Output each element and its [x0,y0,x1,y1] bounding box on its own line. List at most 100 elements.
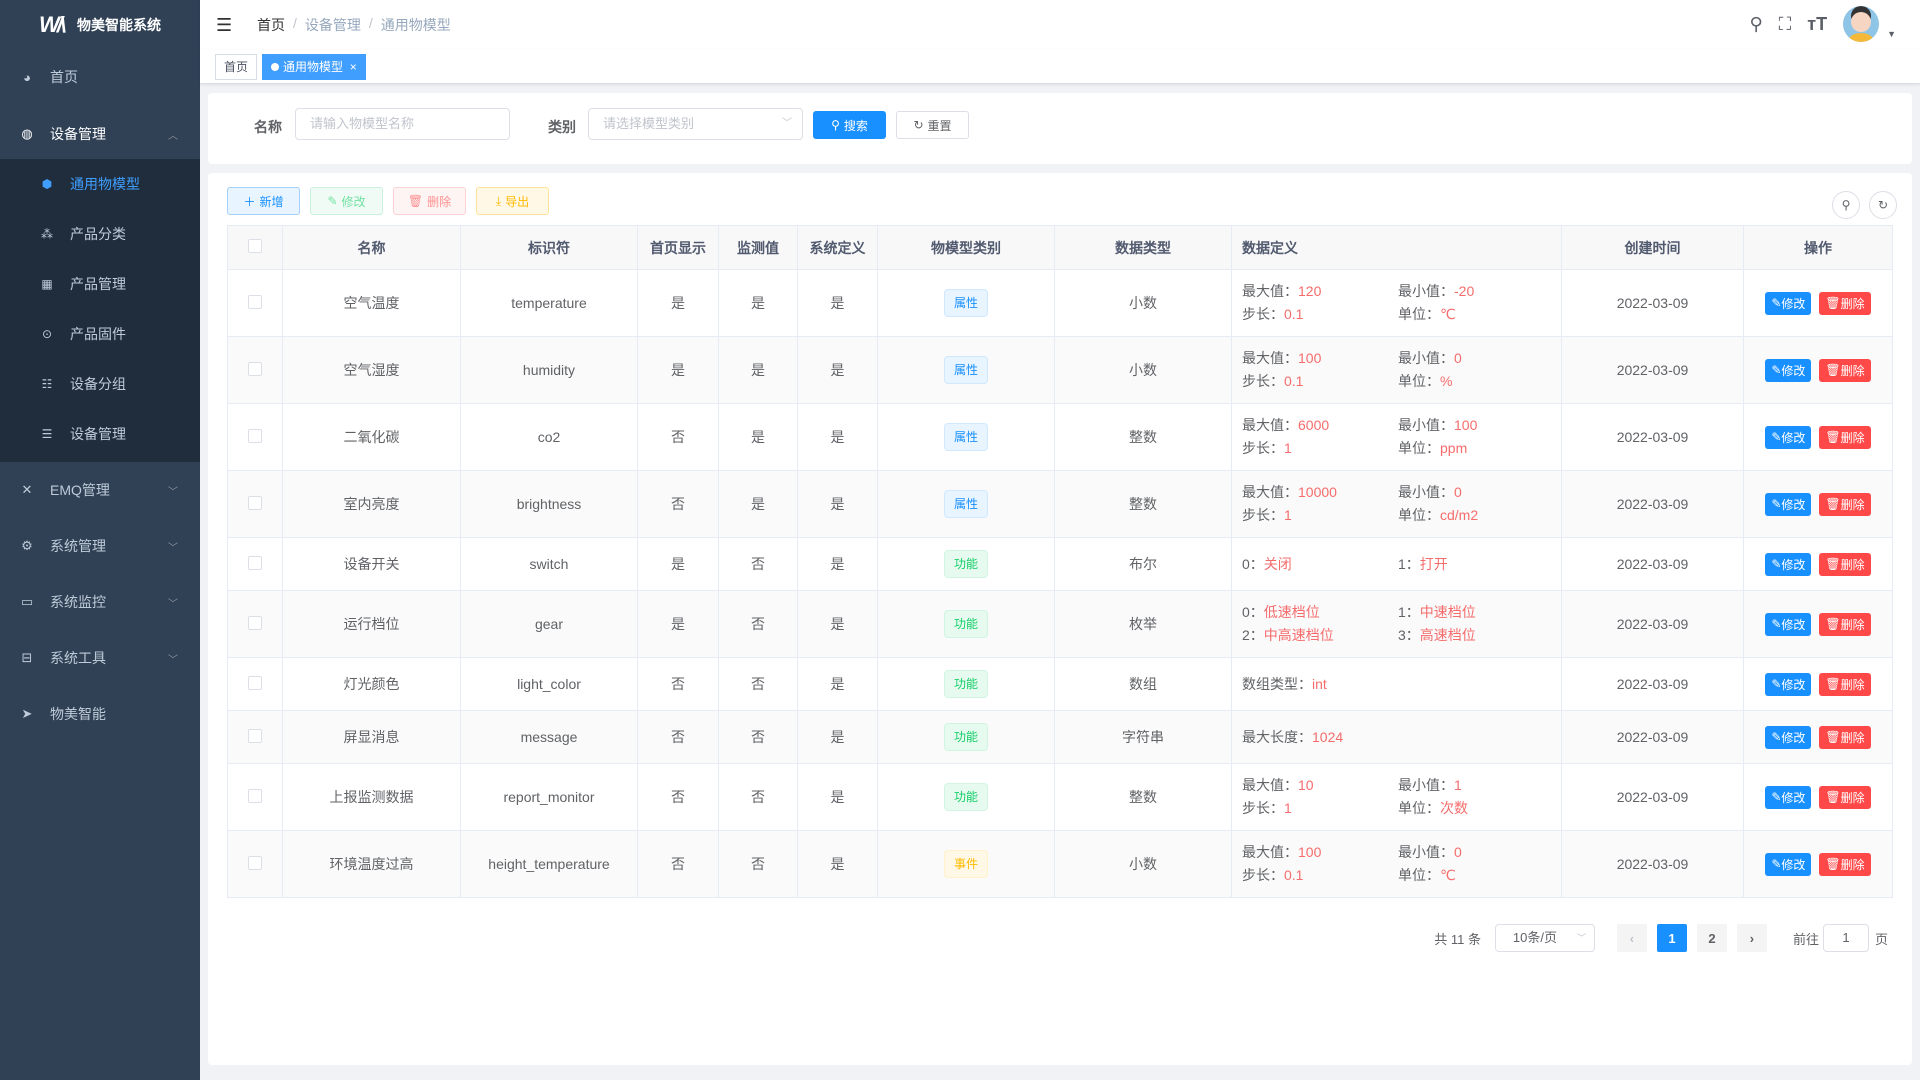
row-delete-button[interactable]: 🗑 删除 [1819,492,1871,516]
search-button[interactable]: ⚲ 搜索 [813,111,886,139]
sidebar-item-device-list[interactable]: ☰ 设备管理 [0,409,200,459]
row-edit-button[interactable]: ✎ 修改 [1765,492,1812,516]
app-logo[interactable]: W/\ 物美智能系统 [0,0,200,50]
sidebar-item-system-management[interactable]: ⚙ 系统管理 ﹀ [0,518,200,574]
row-edit-button[interactable]: ✎ 修改 [1765,672,1812,696]
row-checkbox[interactable] [248,728,262,743]
page-2[interactable]: 2 [1696,924,1727,952]
avatar[interactable] [1843,6,1880,42]
cell-actions: ✎ 修改 🗑 删除 [1743,269,1893,337]
cell-system: 是 [797,470,878,538]
row-edit-button[interactable]: ✎ 修改 [1765,552,1812,576]
definition-item: 最大值：10000 [1242,483,1398,502]
row-checkbox[interactable] [248,615,262,630]
row-delete-button[interactable]: 🗑 删除 [1819,852,1871,876]
definition-key: 最大值： [1242,777,1298,793]
chevron-down-icon: ﹀ [168,654,178,666]
cell-model-type: 属性 [877,403,1055,471]
definition-key: 单位： [1398,306,1440,322]
sidebar-item-system-tools[interactable]: ⊟ 系统工具 ﹀ [0,630,200,686]
name-input[interactable]: 请输入物模型名称 [295,108,510,140]
row-delete-button[interactable]: 🗑 删除 [1819,672,1871,696]
select-all-cell [227,225,283,270]
row-checkbox[interactable] [248,294,262,309]
breadcrumb-home[interactable]: 首页 [257,17,285,33]
cell-actions: ✎ 修改 🗑 删除 [1743,830,1893,898]
row-edit-button[interactable]: ✎ 修改 [1765,425,1812,449]
sidebar-item-emq[interactable]: ✕ EMQ管理 ﹀ [0,462,200,518]
sidebar-item-home[interactable]: ◕ 首页 [0,49,200,105]
definition-value: ℃ [1440,867,1456,883]
tag-home[interactable]: 首页 [215,54,258,80]
header-name: 名称 [282,225,461,270]
font-size-icon[interactable]: ᴛT [1807,13,1828,34]
cell-model-type: 属性 [877,470,1055,538]
server-icon: ☰ [41,427,53,441]
goto-suffix: 页 [1874,931,1888,947]
page-1[interactable]: 1 [1656,924,1687,952]
row-delete-button[interactable]: 🗑 删除 [1819,358,1871,382]
hamburger-icon[interactable]: ☰ [216,14,233,35]
cell-system: 是 [797,403,878,471]
definition-value: 0.1 [1284,306,1304,322]
edit-button[interactable]: ✎ 修改 [310,187,383,215]
row-edit-button[interactable]: ✎ 修改 [1765,358,1812,382]
prev-page-button[interactable]: ‹ [1616,924,1647,952]
caret-down-icon[interactable]: ▼ [1887,29,1896,39]
next-page-button[interactable]: › [1736,924,1767,952]
row-checkbox[interactable] [248,788,262,803]
row-delete-button[interactable]: 🗑 删除 [1819,425,1871,449]
sidebar-item-device-management[interactable]: ◍ 设备管理 ︿ [0,106,200,162]
page-size-select[interactable]: 10条/页 ﹀ [1494,924,1595,952]
chevron-left-icon: ‹ [1629,930,1635,946]
sidebar-item-label: 产品管理 [70,276,126,292]
row-delete-button[interactable]: 🗑 删除 [1819,785,1871,809]
row-delete-button[interactable]: 🗑 删除 [1819,725,1871,749]
select-cell [227,830,283,898]
sidebar-item-product-category[interactable]: ⁂ 产品分类 [0,209,200,259]
export-button[interactable]: ⤓ 导出 [476,187,549,215]
row-delete-button[interactable]: 🗑 删除 [1819,291,1871,315]
sidebar-item-thing-model[interactable]: ⬢ 通用物模型 [0,159,200,209]
row-checkbox[interactable] [248,675,262,690]
sidebar-item-product-firmware[interactable]: ⊙ 产品固件 [0,309,200,359]
goto-page-input[interactable]: 1 [1822,924,1869,952]
fullscreen-icon[interactable]: ⛶ [1778,13,1792,34]
sidebar-item-system-monitor[interactable]: ▭ 系统监控 ﹀ [0,574,200,630]
search-icon[interactable]: ⚲ [1749,13,1763,34]
sidebar-item-label: 产品分类 [70,226,126,242]
row-edit-button[interactable]: ✎ 修改 [1765,852,1812,876]
delete-button[interactable]: 🗑 删除 [393,187,466,215]
definition-key: 最大值： [1242,844,1298,860]
cell-model-type: 属性 [877,269,1055,337]
row-checkbox[interactable] [248,855,262,870]
row-checkbox[interactable] [248,428,262,443]
cell-system: 是 [797,537,878,591]
refresh-button[interactable]: ↻ [1869,191,1897,219]
row-checkbox[interactable] [248,361,262,376]
sidebar-item-device-group[interactable]: ☷ 设备分组 [0,359,200,409]
sidebar-item-product-management[interactable]: ▦ 产品管理 [0,259,200,309]
toggle-search-button[interactable]: ⚲ [1832,191,1860,219]
row-delete-button[interactable]: 🗑 删除 [1819,552,1871,576]
tag-thing-model[interactable]: 通用物模型 × [262,54,366,80]
row-edit-button[interactable]: ✎ 修改 [1765,612,1812,636]
row-edit-button[interactable]: ✎ 修改 [1765,291,1812,315]
reset-button[interactable]: ↻ 重置 [896,111,969,139]
row-edit-button[interactable]: ✎ 修改 [1765,725,1812,749]
definition-item: 最大值：100 [1242,843,1398,862]
row-delete-button[interactable]: 🗑 删除 [1819,612,1871,636]
select-all-checkbox[interactable] [248,239,262,253]
edit-icon: ✎ [1771,730,1782,744]
type-select[interactable]: 请选择模型类别 ﹀ [588,108,803,140]
sidebar-item-wumei[interactable]: ➤ 物美智能 [0,686,200,742]
close-icon[interactable]: × [349,60,357,74]
edit-icon: ✎ [1771,617,1782,631]
row-edit-button[interactable]: ✎ 修改 [1765,785,1812,809]
button-label: 修改 [1781,497,1806,512]
add-button[interactable]: ＋新增 [227,187,300,215]
row-checkbox[interactable] [248,495,262,510]
row-checkbox[interactable] [248,555,262,570]
trash-icon: 🗑 [407,194,424,208]
definition-item: 步长：1 [1242,506,1398,525]
